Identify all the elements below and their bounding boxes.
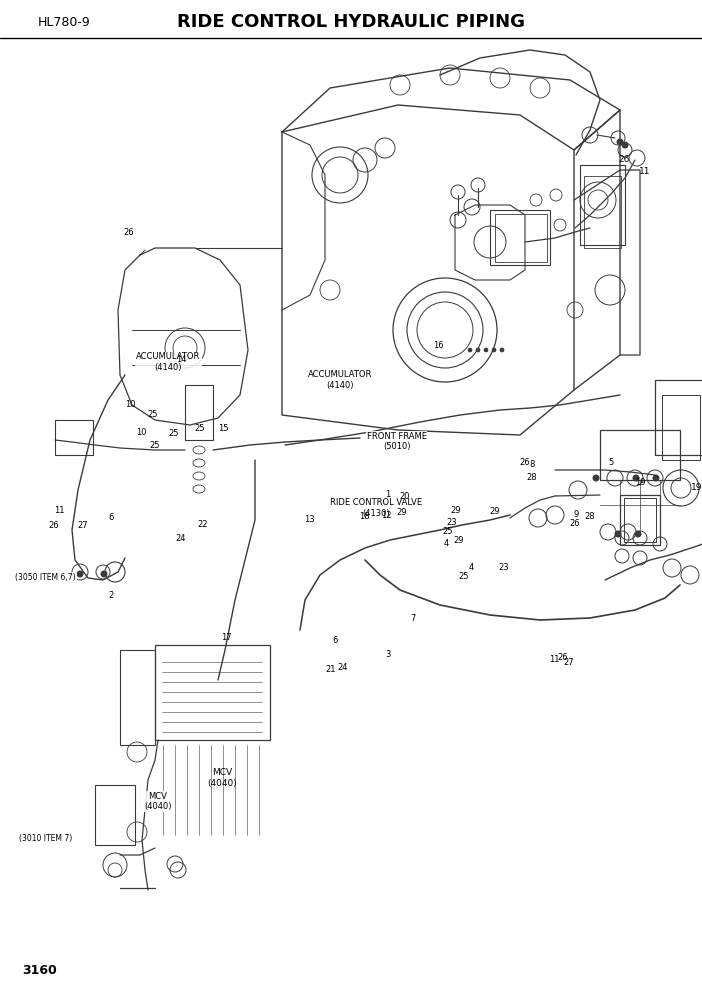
Text: 11: 11 xyxy=(550,655,559,665)
Text: 23: 23 xyxy=(498,562,510,572)
Text: 25: 25 xyxy=(150,440,159,450)
Text: 11: 11 xyxy=(640,168,651,177)
Bar xyxy=(155,645,270,740)
Text: ACCUMULATOR
(4140): ACCUMULATOR (4140) xyxy=(308,370,373,390)
Bar xyxy=(490,210,550,265)
Text: 20: 20 xyxy=(400,492,410,502)
Circle shape xyxy=(635,531,642,538)
Text: 29: 29 xyxy=(453,536,463,546)
Circle shape xyxy=(616,139,623,146)
Text: ACCUMULATOR
(4140): ACCUMULATOR (4140) xyxy=(136,352,201,372)
Text: 16: 16 xyxy=(433,340,444,350)
Text: 18: 18 xyxy=(359,512,370,522)
Text: 26: 26 xyxy=(123,227,134,237)
Text: 26: 26 xyxy=(519,457,531,467)
Text: 19: 19 xyxy=(635,477,645,487)
Circle shape xyxy=(476,348,480,352)
Text: 4: 4 xyxy=(469,562,475,572)
Text: 24: 24 xyxy=(338,663,347,673)
Text: 25: 25 xyxy=(458,571,468,581)
Bar xyxy=(662,395,700,460)
Text: 26: 26 xyxy=(569,519,580,529)
Text: 26: 26 xyxy=(557,653,569,663)
Text: 10: 10 xyxy=(137,428,147,437)
Text: 7: 7 xyxy=(410,613,416,623)
Text: RIDE CONTROL HYDRAULIC PIPING: RIDE CONTROL HYDRAULIC PIPING xyxy=(177,13,525,31)
Text: 2: 2 xyxy=(108,590,114,600)
Text: MCV
(4040): MCV (4040) xyxy=(207,768,237,788)
Text: 6: 6 xyxy=(108,513,114,523)
Text: FRONT FRAME
(5010): FRONT FRAME (5010) xyxy=(366,432,427,451)
Circle shape xyxy=(468,348,472,352)
Text: 14: 14 xyxy=(176,354,186,364)
Circle shape xyxy=(100,570,107,577)
Text: 25: 25 xyxy=(443,527,453,537)
Bar xyxy=(624,498,656,542)
Text: 13: 13 xyxy=(304,515,315,525)
Circle shape xyxy=(500,348,504,352)
Circle shape xyxy=(652,474,659,481)
Text: 25: 25 xyxy=(148,410,158,420)
Bar xyxy=(95,785,135,845)
Text: 4: 4 xyxy=(444,539,449,549)
Text: MCV
(4040): MCV (4040) xyxy=(144,792,172,811)
Text: 22: 22 xyxy=(198,520,208,530)
Circle shape xyxy=(614,531,621,538)
Text: HL780-9: HL780-9 xyxy=(38,16,91,29)
Text: 24: 24 xyxy=(176,534,186,544)
Bar xyxy=(495,214,547,262)
Circle shape xyxy=(633,474,640,481)
Text: 8: 8 xyxy=(529,459,535,469)
Text: 17: 17 xyxy=(220,633,232,643)
Bar xyxy=(600,430,680,480)
Text: 19: 19 xyxy=(691,483,702,492)
Text: 28: 28 xyxy=(584,512,595,522)
Circle shape xyxy=(621,142,628,149)
Text: (3010 ITEM 7): (3010 ITEM 7) xyxy=(19,833,72,843)
Bar xyxy=(580,165,625,245)
Text: 29: 29 xyxy=(397,508,406,518)
Text: 27: 27 xyxy=(77,521,88,531)
Text: 9: 9 xyxy=(573,510,578,520)
Circle shape xyxy=(484,348,488,352)
Bar xyxy=(584,176,621,248)
Text: RIDE CONTROL VALVE
(4130): RIDE CONTROL VALVE (4130) xyxy=(329,498,422,518)
Text: 26: 26 xyxy=(618,156,630,165)
Bar xyxy=(55,420,93,455)
Text: 21: 21 xyxy=(326,665,336,675)
Text: 11: 11 xyxy=(55,506,65,516)
Text: 3160: 3160 xyxy=(22,963,57,976)
Text: 12: 12 xyxy=(381,511,391,521)
Text: 3: 3 xyxy=(385,650,391,660)
Circle shape xyxy=(592,474,600,481)
Bar xyxy=(655,380,702,455)
Text: 26: 26 xyxy=(48,521,60,531)
Text: 10: 10 xyxy=(125,400,135,410)
Text: 1: 1 xyxy=(385,489,390,499)
Text: 27: 27 xyxy=(563,658,574,668)
Text: 28: 28 xyxy=(526,472,537,482)
Text: 29: 29 xyxy=(451,506,461,516)
Text: 23: 23 xyxy=(446,518,457,528)
Text: 25: 25 xyxy=(194,424,204,434)
Circle shape xyxy=(77,570,84,577)
Text: 29: 29 xyxy=(489,507,499,517)
Text: 25: 25 xyxy=(169,429,179,438)
Text: 15: 15 xyxy=(218,424,228,434)
Circle shape xyxy=(492,348,496,352)
Bar xyxy=(185,385,213,440)
Bar xyxy=(120,650,155,745)
Text: 5: 5 xyxy=(608,457,614,467)
Text: 6: 6 xyxy=(332,636,338,646)
Bar xyxy=(620,495,660,545)
Text: (3050 ITEM 6,7): (3050 ITEM 6,7) xyxy=(15,572,76,582)
